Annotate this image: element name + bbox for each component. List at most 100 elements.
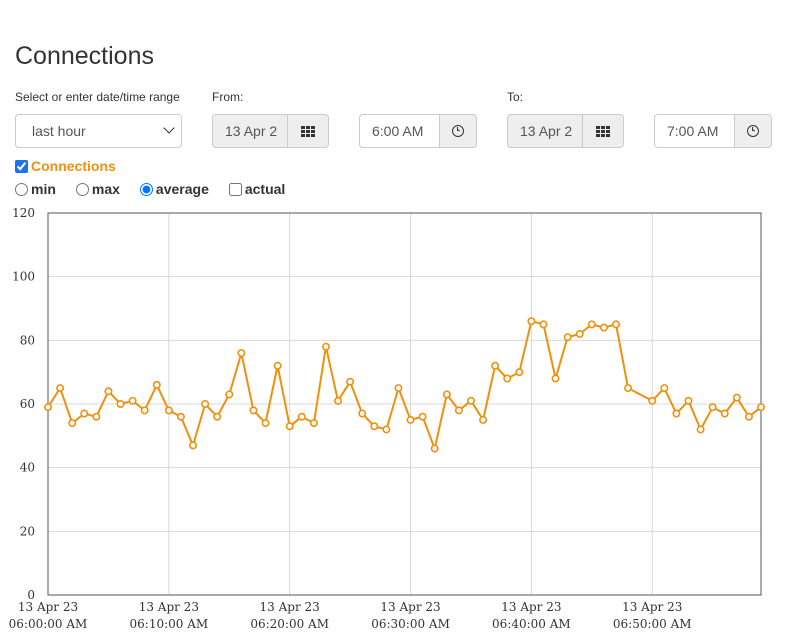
mode-max[interactable]: max xyxy=(75,181,120,197)
x-tick-label-date: 13 Apr 23 xyxy=(501,600,561,614)
data-point xyxy=(358,409,367,418)
data-point xyxy=(575,329,584,338)
mode-min-label: min xyxy=(31,181,56,197)
data-point xyxy=(551,374,560,383)
data-point xyxy=(696,425,705,434)
mode-actual[interactable]: actual xyxy=(228,181,286,197)
from-calendar-button[interactable] xyxy=(287,114,329,148)
data-point xyxy=(68,419,77,428)
data-point xyxy=(430,444,439,453)
data-point xyxy=(152,380,161,389)
mode-actual-checkbox[interactable] xyxy=(228,182,242,196)
data-point xyxy=(116,400,125,409)
x-tick-label-time: 06:30:00 AM xyxy=(371,617,450,631)
data-point xyxy=(442,390,451,399)
from-clock-button[interactable] xyxy=(439,114,477,148)
data-point xyxy=(213,412,222,421)
data-point xyxy=(756,403,765,412)
x-tick-label-time: 06:40:00 AM xyxy=(492,617,571,631)
data-point xyxy=(80,409,89,418)
data-point xyxy=(104,387,113,396)
x-tick-label-date: 13 Apr 23 xyxy=(380,600,440,614)
aggregation-mode-group: min max average actual xyxy=(15,181,305,197)
calendar-grid-icon xyxy=(301,125,315,137)
data-point xyxy=(660,384,669,393)
from-label: From: xyxy=(212,90,244,104)
mode-average[interactable]: average xyxy=(139,181,209,197)
data-point xyxy=(624,384,633,393)
data-point xyxy=(370,422,379,431)
data-point xyxy=(394,384,403,393)
data-point xyxy=(563,333,572,342)
y-tick-label: 100 xyxy=(12,270,35,284)
data-point xyxy=(249,406,258,415)
data-point xyxy=(201,400,210,409)
data-point xyxy=(672,409,681,418)
data-point xyxy=(466,396,475,405)
mode-actual-label: actual xyxy=(244,181,286,197)
data-point xyxy=(406,415,415,424)
mode-min-radio[interactable] xyxy=(15,182,28,196)
data-point xyxy=(539,320,548,329)
data-point xyxy=(708,403,717,412)
connections-checkbox[interactable] xyxy=(15,159,28,173)
x-tick-label-time: 06:10:00 AM xyxy=(130,617,209,631)
data-point xyxy=(346,377,355,386)
data-point xyxy=(611,320,620,329)
data-point xyxy=(515,368,524,377)
data-point xyxy=(56,384,65,393)
page-title: Connections xyxy=(15,42,154,70)
data-point xyxy=(189,441,198,450)
x-tick-label-date: 13 Apr 23 xyxy=(18,600,78,614)
mode-min[interactable]: min xyxy=(15,181,56,197)
range-select[interactable]: last hour xyxy=(15,114,182,148)
data-point xyxy=(261,419,270,428)
to-clock-button[interactable] xyxy=(734,114,772,148)
data-point xyxy=(176,412,185,421)
range-select-value: last hour xyxy=(32,123,86,139)
data-point xyxy=(479,415,488,424)
data-point xyxy=(527,317,536,326)
data-point xyxy=(382,425,391,434)
data-point xyxy=(164,406,173,415)
data-point xyxy=(297,412,306,421)
chevron-down-icon xyxy=(163,122,175,134)
x-tick-label-date: 13 Apr 23 xyxy=(622,600,682,614)
to-date-input[interactable]: 13 Apr 2 xyxy=(507,114,583,148)
data-point xyxy=(732,393,741,402)
from-date-input[interactable]: 13 Apr 2 xyxy=(212,114,288,148)
data-point xyxy=(92,412,101,421)
data-point xyxy=(43,403,52,412)
data-point xyxy=(128,396,137,405)
y-tick-label: 40 xyxy=(20,461,35,475)
connections-series-toggle[interactable]: Connections xyxy=(15,158,116,174)
data-point xyxy=(309,419,318,428)
to-label: To: xyxy=(507,90,524,104)
data-point xyxy=(599,323,608,332)
data-point xyxy=(273,361,282,370)
data-point xyxy=(491,361,500,370)
mode-average-radio[interactable] xyxy=(139,182,153,196)
x-tick-label-time: 06:50:00 AM xyxy=(613,617,692,631)
y-tick-label: 80 xyxy=(20,333,35,347)
to-calendar-button[interactable] xyxy=(582,114,624,148)
mode-max-label: max xyxy=(91,181,120,197)
data-point xyxy=(334,396,343,405)
data-point xyxy=(587,320,596,329)
data-point xyxy=(684,396,693,405)
to-time-input[interactable]: 7:00 AM xyxy=(654,114,735,148)
data-point xyxy=(285,422,294,431)
x-tick-label-time: 06:00:00 AM xyxy=(9,617,88,631)
data-point xyxy=(648,396,657,405)
data-point xyxy=(418,412,427,421)
x-tick-label-date: 13 Apr 23 xyxy=(260,600,320,614)
mode-average-label: average xyxy=(155,181,209,197)
mode-max-radio[interactable] xyxy=(75,182,89,196)
clock-icon xyxy=(452,125,464,137)
data-point xyxy=(454,406,463,415)
y-tick-label: 20 xyxy=(20,524,35,538)
y-tick-label: 120 xyxy=(12,206,35,220)
from-time-input[interactable]: 6:00 AM xyxy=(359,114,440,148)
data-point xyxy=(225,390,234,399)
y-tick-label: 0 xyxy=(27,588,35,602)
